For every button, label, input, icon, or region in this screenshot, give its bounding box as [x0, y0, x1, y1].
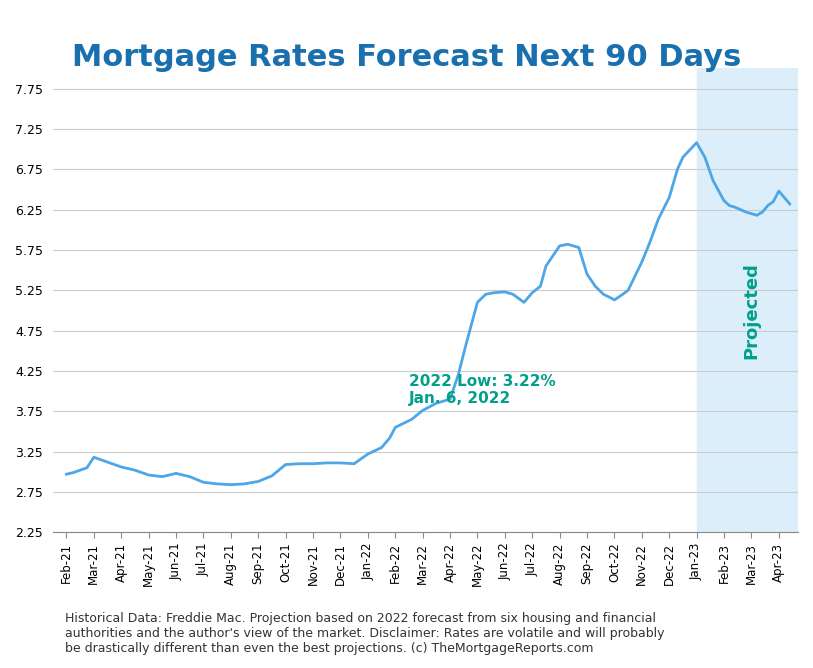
Text: Projected: Projected	[742, 262, 760, 359]
Bar	[697, 68, 806, 532]
Text: 2022 High: 7.08%
Nov. 10: 2022 High: 7.08% Nov. 10	[0, 667, 1, 668]
Text: Historical Data: Freddie Mac. Projection based on 2022 forecast from six housing: Historical Data: Freddie Mac. Projection…	[65, 612, 664, 655]
Text: Mortgage Rates Forecast Next 90 Days: Mortgage Rates Forecast Next 90 Days	[72, 43, 741, 72]
Text: 2022 Low: 3.22%
Jan. 6, 2022: 2022 Low: 3.22% Jan. 6, 2022	[409, 374, 555, 406]
